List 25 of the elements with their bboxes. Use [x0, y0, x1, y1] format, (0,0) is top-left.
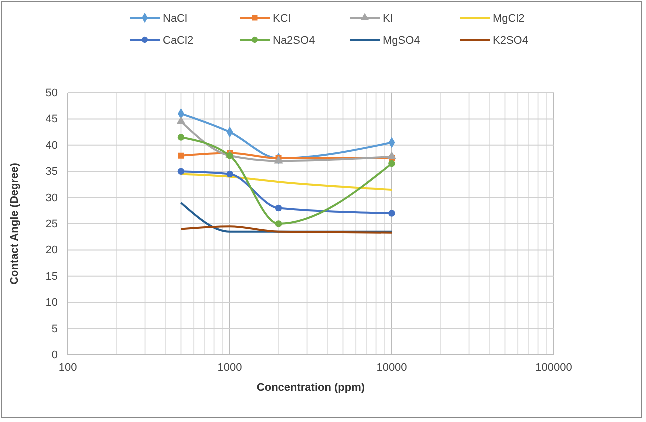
x-tick-label: 100000: [536, 362, 572, 374]
legend-label: KI: [383, 13, 394, 25]
legend-label: K2SO4: [493, 35, 528, 47]
y-tick-label: 35: [46, 166, 58, 178]
y-tick-label: 20: [46, 244, 58, 257]
y-axis-title: Contact Angle (Degree): [9, 162, 21, 285]
legend-label: MgCl2: [493, 13, 525, 25]
legend-label: KCl: [273, 13, 291, 25]
legend-label: Na2SO4: [273, 35, 316, 47]
y-tick-label: 50: [46, 88, 58, 100]
x-tick-label: 100: [58, 362, 78, 374]
x-axis-title: Concentration (ppm): [256, 382, 366, 394]
y-tick-label: 10: [46, 297, 58, 310]
y-tick-label: 25: [46, 218, 58, 231]
legend-label: NaCl: [163, 13, 188, 25]
y-tick-label: 0: [52, 350, 58, 362]
legend-label: MgSO4: [383, 35, 420, 47]
y-tick-label: 15: [46, 270, 58, 283]
legend-label: CaCl2: [163, 35, 194, 47]
x-tick-label: 1000: [218, 362, 242, 374]
x-tick-label: 10000: [376, 362, 408, 374]
y-tick-label: 5: [52, 323, 58, 336]
y-tick-label: 40: [46, 140, 58, 152]
y-tick-label: 45: [46, 114, 58, 126]
y-tick-label: 30: [46, 192, 58, 204]
